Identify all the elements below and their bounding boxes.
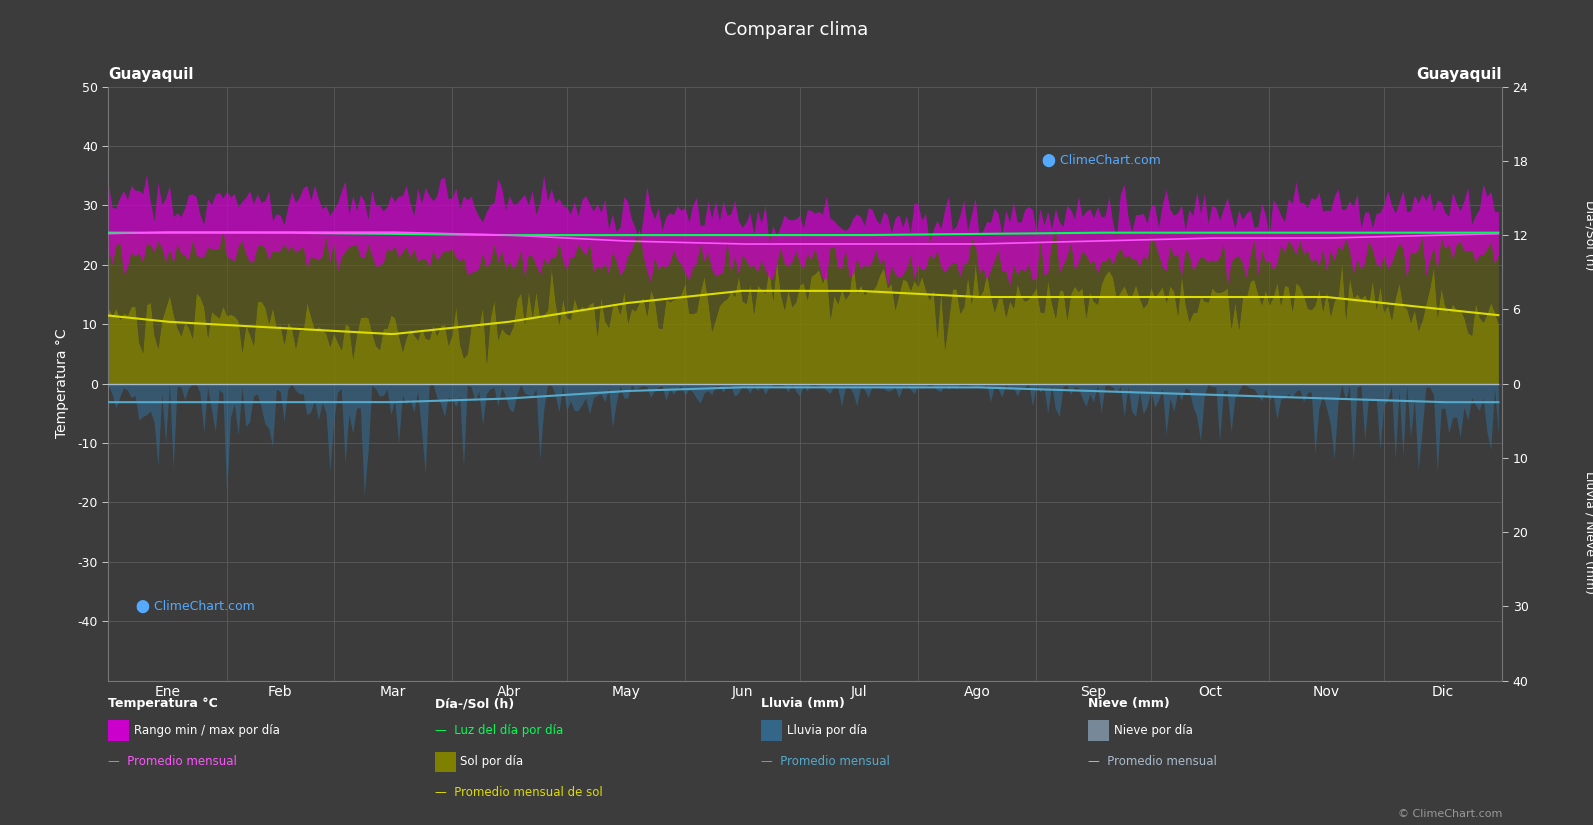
Text: Lluvia (mm): Lluvia (mm) [761,697,846,710]
Y-axis label: Temperatura °C: Temperatura °C [56,329,68,438]
Text: —  Promedio mensual: — Promedio mensual [1088,755,1217,768]
Text: Temperatura °C: Temperatura °C [108,697,218,710]
Text: Rango min / max por día: Rango min / max por día [134,724,280,737]
Text: Día-/Sol (h): Día-/Sol (h) [1583,200,1593,271]
Text: ⬤ ClimeChart.com: ⬤ ClimeChart.com [1042,153,1161,167]
Text: © ClimeChart.com: © ClimeChart.com [1397,808,1502,818]
Text: Comparar clima: Comparar clima [725,21,868,39]
Text: —  Promedio mensual: — Promedio mensual [761,755,890,768]
Text: —  Promedio mensual: — Promedio mensual [108,755,237,768]
Text: Día-/Sol (h): Día-/Sol (h) [435,697,515,710]
Text: Guayaquil: Guayaquil [108,68,194,82]
Text: Lluvia / Nieve (mm): Lluvia / Nieve (mm) [1583,470,1593,594]
Text: Lluvia por día: Lluvia por día [787,724,867,737]
Text: Guayaquil: Guayaquil [1416,68,1502,82]
Text: ⬤ ClimeChart.com: ⬤ ClimeChart.com [137,599,255,613]
Text: Nieve (mm): Nieve (mm) [1088,697,1169,710]
Text: —  Luz del día por día: — Luz del día por día [435,724,564,737]
Text: —  Promedio mensual de sol: — Promedio mensual de sol [435,786,602,799]
Text: Sol por día: Sol por día [460,755,524,768]
Text: Nieve por día: Nieve por día [1114,724,1193,737]
